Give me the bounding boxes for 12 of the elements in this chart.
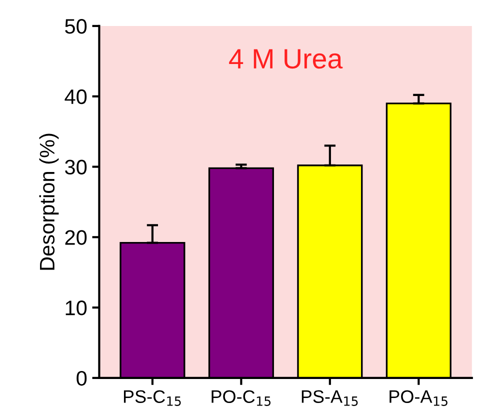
x-tick-label: PS-C$_{15}$ [124, 390, 181, 406]
y-tick-label: 20 [65, 230, 87, 245]
y-tick-label: 50 [65, 18, 87, 34]
x-tick-label: PS-A$_{15}$ [302, 390, 358, 406]
x-tick-label: PO-A$_{15}$ [390, 390, 448, 406]
y-tick-label: 30 [65, 160, 87, 175]
y-tick-label: 10 [66, 300, 87, 316]
y-tick-label: 40 [64, 89, 87, 104]
x-tick-label: PO-C$_{15}$ [212, 390, 271, 406]
y-tick-label: 0 [76, 370, 87, 386]
y-axis-title: Desorption (%) [39, 134, 59, 270]
annotation: 4 M Urea [229, 49, 343, 69]
